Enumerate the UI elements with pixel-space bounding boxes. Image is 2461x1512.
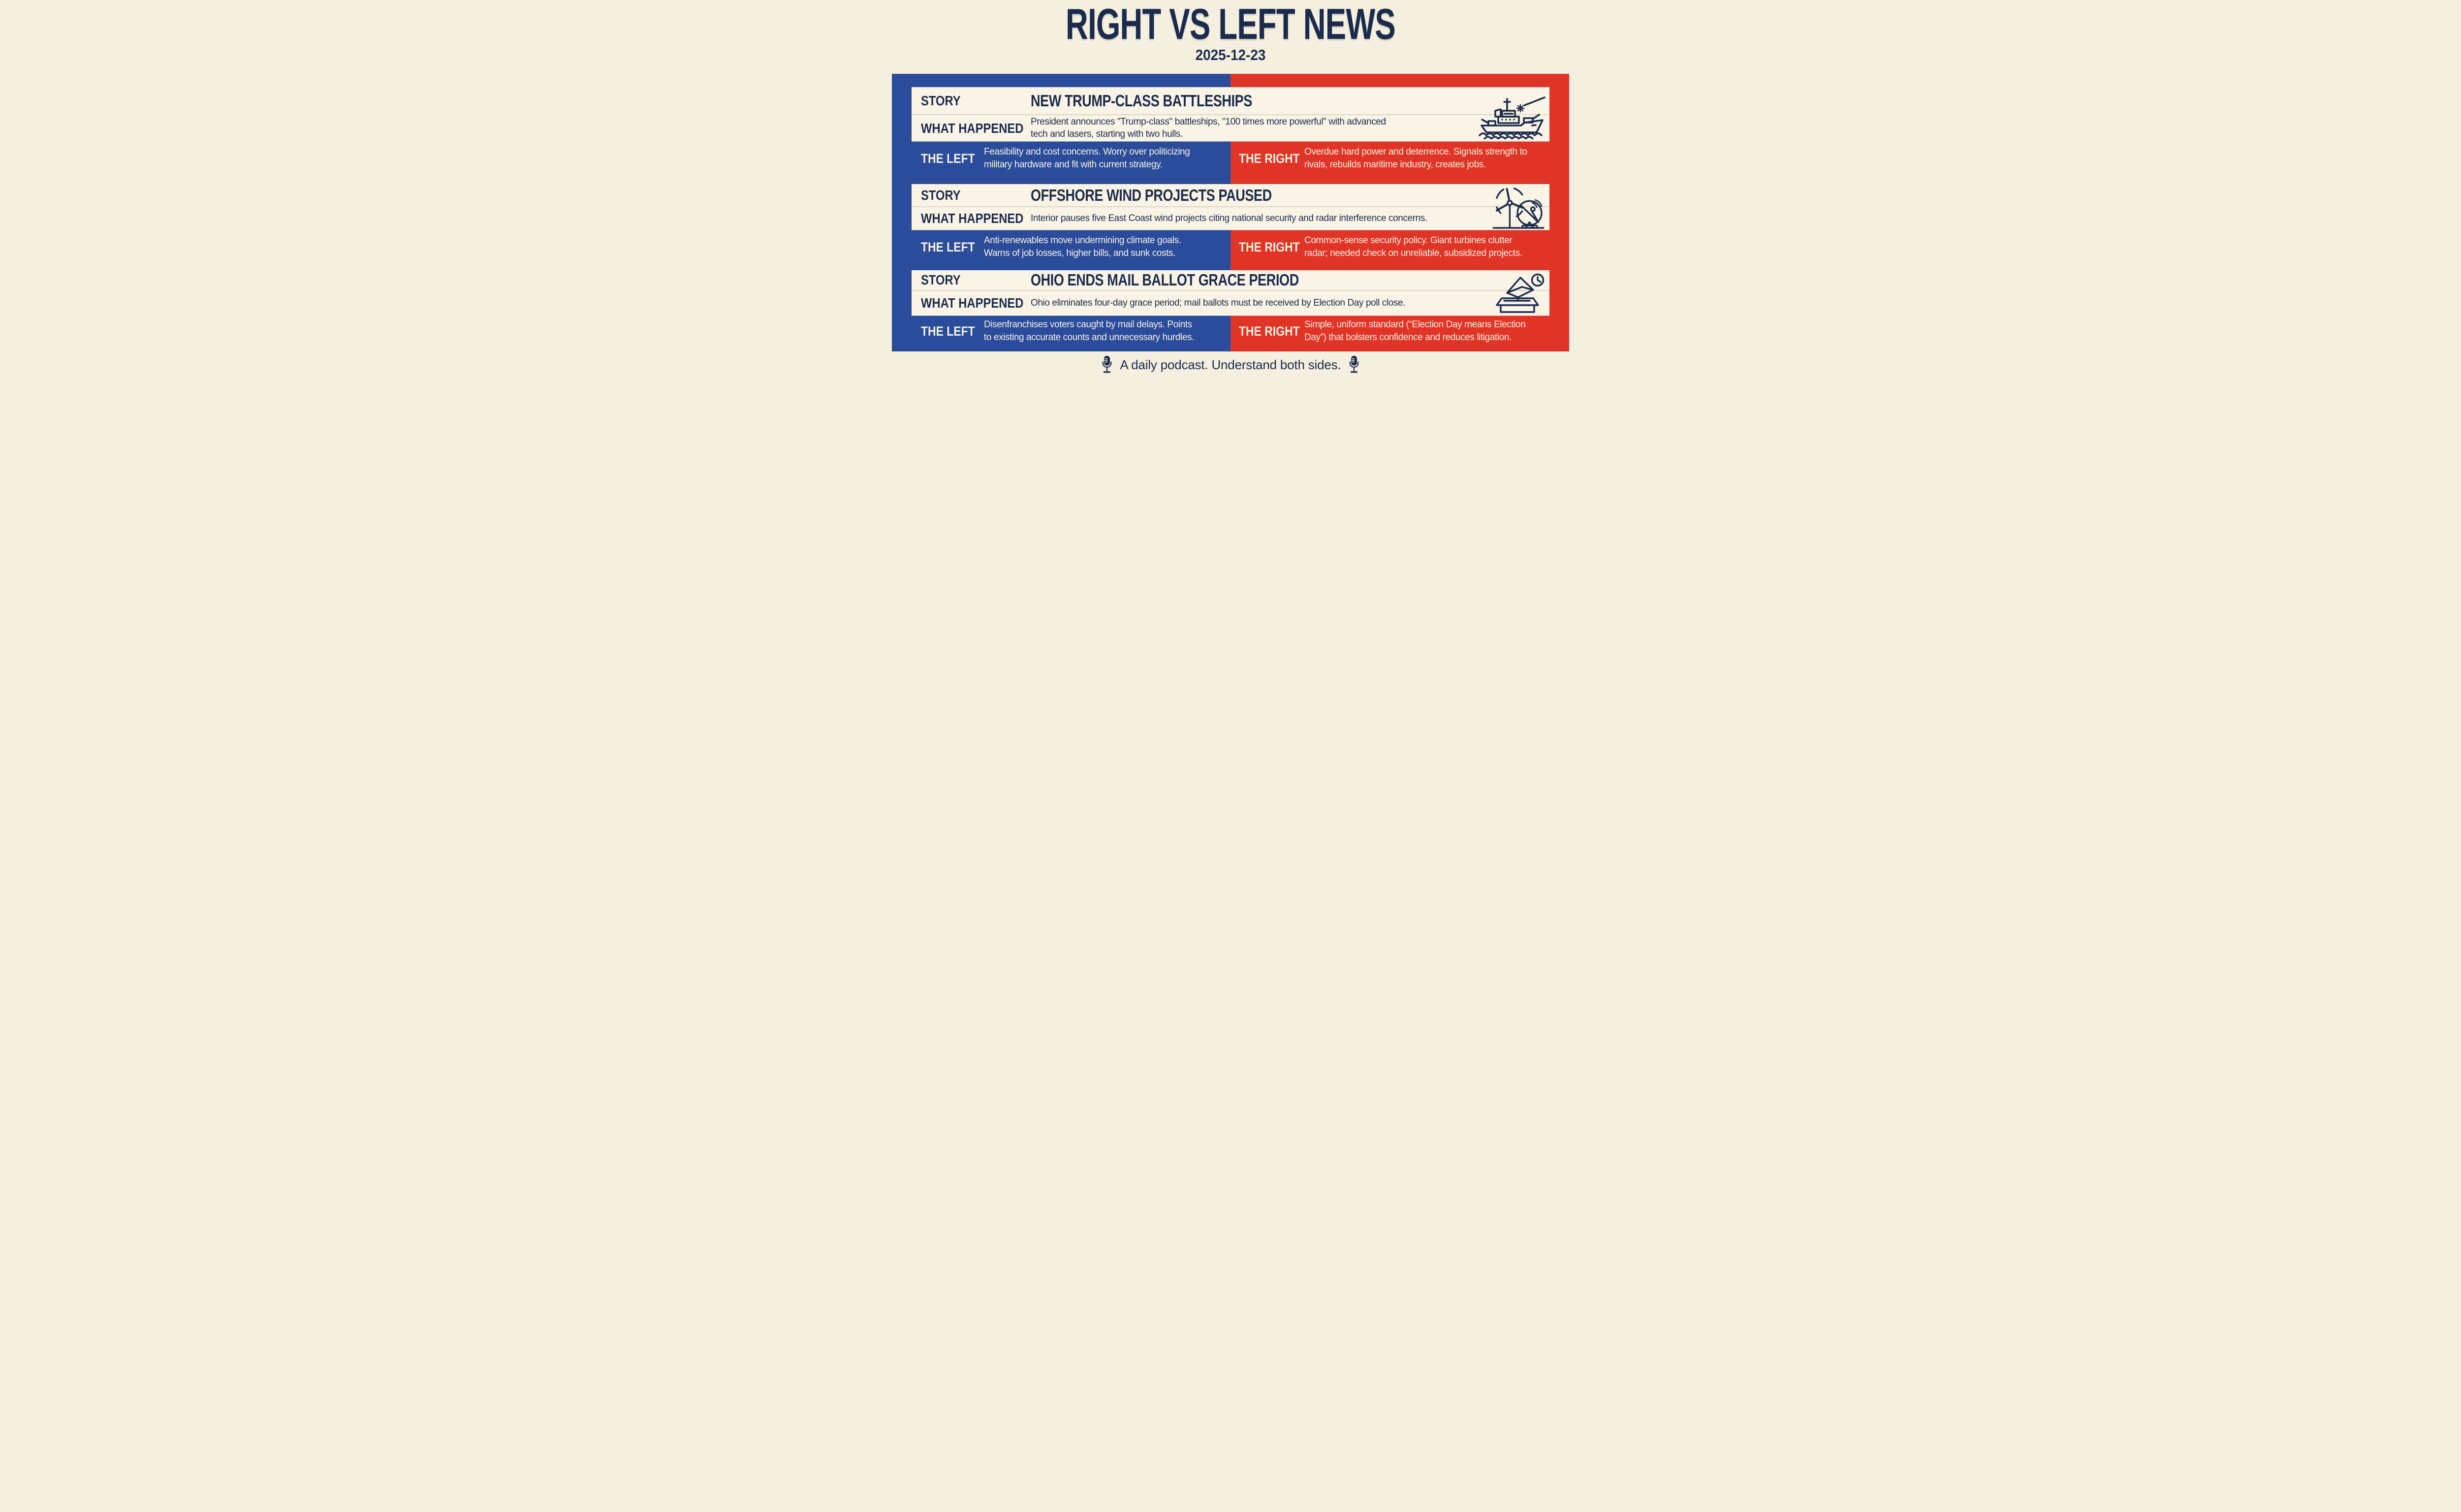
- microphone-icon: [1102, 355, 1111, 373]
- wind-turbine-radar-icon: [1492, 188, 1545, 229]
- what-happened-text: President announces "Trump-class" battle…: [1031, 116, 1386, 139]
- right-view-text: Simple, uniform standard (“Election Day …: [1304, 319, 1526, 343]
- microphone-icon: [1350, 355, 1359, 373]
- the-right-label: THE RIGHT: [1239, 151, 1300, 166]
- what-happened-row: WHAT HAPPENED President announces "Trump…: [912, 115, 1549, 141]
- story-card: STORY NEW TRUMP-CLASS BATTLESHIPS WHAT H…: [912, 87, 1549, 141]
- story-row: STORY OHIO ENDS MAIL BALLOT GRACE PERIOD: [912, 270, 1549, 291]
- left-right-split-band: STORY NEW TRUMP-CLASS BATTLESHIPS WHAT H…: [892, 74, 1569, 351]
- left-view-panel: THE LEFT Anti-renewables move underminin…: [892, 234, 1230, 260]
- left-view-panel: THE LEFT Feasibility and cost concerns. …: [892, 146, 1230, 171]
- left-view-panel: THE LEFT Disenfranchises voters caught b…: [892, 318, 1230, 344]
- left-view-text: Feasibility and cost concerns. Worry ove…: [984, 147, 1190, 170]
- infographic-root: RIGHT VS LEFT NEWS 2025-12-23 STORY NEW …: [892, 0, 1569, 378]
- story-row: STORY OFFSHORE WIND PROJECTS PAUSED: [912, 184, 1549, 207]
- story-label: STORY: [921, 272, 961, 287]
- what-happened-row: WHAT HAPPENED Ohio eliminates four-day g…: [912, 291, 1549, 315]
- story-card: STORY OHIO ENDS MAIL BALLOT GRACE PERIOD…: [912, 270, 1549, 315]
- right-view-panel: THE RIGHT Overdue hard power and deterre…: [1230, 146, 1569, 171]
- page-title: RIGHT VS LEFT NEWS: [1066, 0, 1396, 48]
- what-happened-row: WHAT HAPPENED Interior pauses five East …: [912, 207, 1549, 230]
- left-view-text: Anti-renewables move undermining climate…: [984, 235, 1181, 259]
- story-label: STORY: [921, 93, 961, 108]
- ballot-box-clock-icon: [1496, 274, 1545, 313]
- the-left-label: THE LEFT: [921, 151, 975, 166]
- views-row: THE LEFT Anti-renewables move underminin…: [892, 230, 1569, 270]
- story-card: STORY OFFSHORE WIND PROJECTS PAUSED WHAT…: [912, 184, 1549, 230]
- the-right-label: THE RIGHT: [1239, 323, 1300, 339]
- right-view-panel: THE RIGHT Simple, uniform standard (“Ele…: [1230, 318, 1569, 344]
- what-happened-label: WHAT HAPPENED: [921, 211, 1024, 226]
- views-row: THE LEFT Disenfranchises voters caught b…: [892, 315, 1569, 351]
- what-happened-text: Interior pauses five East Coast wind pro…: [1031, 213, 1427, 223]
- story-title: NEW TRUMP-CLASS BATTLESHIPS: [1031, 91, 1252, 110]
- battleship-laser-icon: [1479, 96, 1546, 139]
- what-happened-label: WHAT HAPPENED: [921, 295, 1024, 311]
- story-title: OHIO ENDS MAIL BALLOT GRACE PERIOD: [1031, 271, 1299, 289]
- the-right-label: THE RIGHT: [1239, 239, 1300, 254]
- story-label: STORY: [921, 187, 961, 203]
- the-left-label: THE LEFT: [921, 323, 975, 339]
- the-left-label: THE LEFT: [921, 239, 975, 254]
- header: RIGHT VS LEFT NEWS 2025-12-23: [892, 0, 1569, 74]
- right-view-text: Overdue hard power and deterrence. Signa…: [1304, 147, 1527, 170]
- story-title: OFFSHORE WIND PROJECTS PAUSED: [1031, 186, 1272, 204]
- right-view-text: Common-sense security policy. Giant turb…: [1304, 235, 1522, 259]
- what-happened-label: WHAT HAPPENED: [921, 120, 1024, 136]
- views-row: THE LEFT Feasibility and cost concerns. …: [892, 141, 1569, 184]
- tagline: A daily podcast. Understand both sides.: [1120, 357, 1341, 372]
- left-view-text: Disenfranchises voters caught by mail de…: [984, 319, 1195, 343]
- what-happened-text: Ohio eliminates four-day grace period; m…: [1031, 297, 1406, 308]
- footer: A daily podcast. Understand both sides.: [892, 351, 1569, 378]
- story-row: STORY NEW TRUMP-CLASS BATTLESHIPS: [912, 87, 1549, 115]
- right-view-panel: THE RIGHT Common-sense security policy. …: [1230, 234, 1569, 260]
- date: 2025-12-23: [1195, 46, 1266, 63]
